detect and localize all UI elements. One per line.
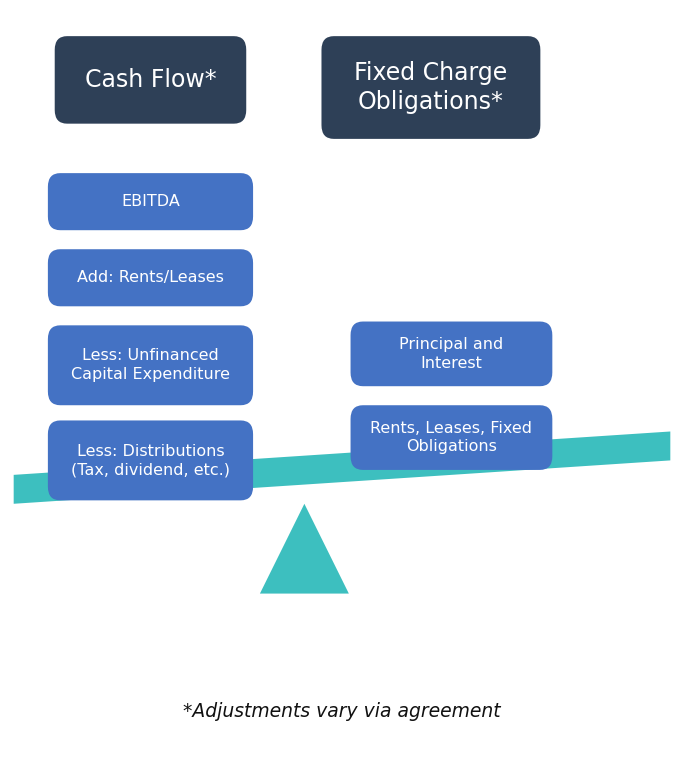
Text: EBITDA: EBITDA	[121, 194, 180, 209]
Text: Cash Flow*: Cash Flow*	[85, 68, 216, 92]
FancyBboxPatch shape	[48, 420, 253, 501]
FancyBboxPatch shape	[321, 36, 540, 139]
FancyBboxPatch shape	[55, 36, 246, 123]
Polygon shape	[260, 504, 349, 594]
FancyBboxPatch shape	[48, 326, 253, 405]
Text: Rents, Leases, Fixed
Obligations: Rents, Leases, Fixed Obligations	[371, 421, 532, 454]
Text: Add: Rents/Leases: Add: Rents/Leases	[77, 270, 224, 285]
FancyBboxPatch shape	[351, 405, 553, 470]
Text: Less: Unfinanced
Capital Expenditure: Less: Unfinanced Capital Expenditure	[71, 349, 230, 382]
FancyBboxPatch shape	[351, 321, 553, 386]
Polygon shape	[14, 431, 670, 504]
Text: Fixed Charge
Obligations*: Fixed Charge Obligations*	[354, 61, 508, 114]
FancyBboxPatch shape	[48, 250, 253, 306]
FancyBboxPatch shape	[48, 174, 253, 230]
Text: Principal and
Interest: Principal and Interest	[399, 337, 503, 371]
Text: *Adjustments vary via agreement: *Adjustments vary via agreement	[183, 702, 501, 721]
Text: Less: Distributions
(Tax, dividend, etc.): Less: Distributions (Tax, dividend, etc.…	[71, 444, 230, 477]
